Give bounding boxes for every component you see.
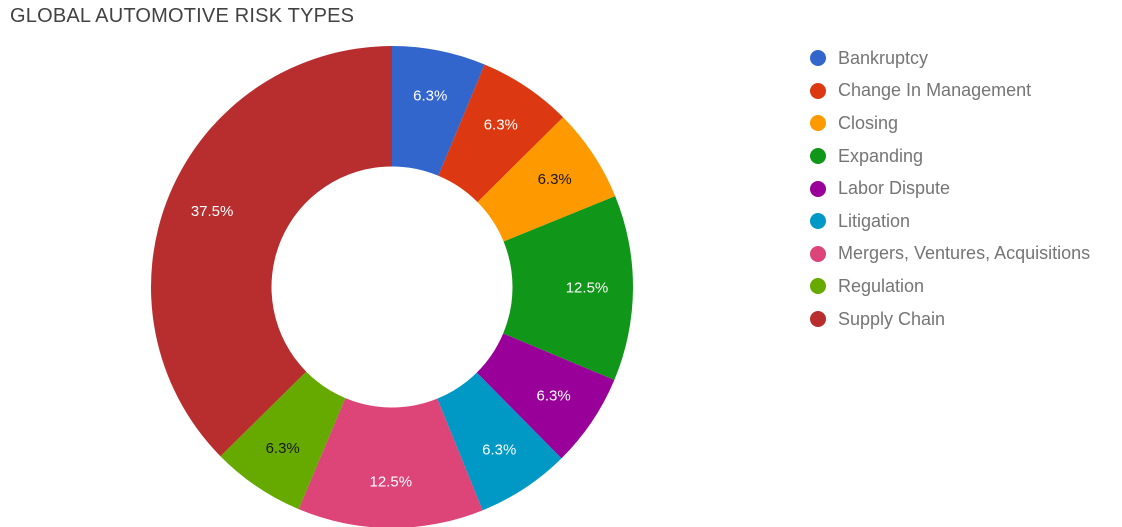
pie-slice-litigation[interactable] [437,372,562,511]
legend-swatch [810,50,826,67]
legend-swatch [810,148,826,165]
legend-item-label: Labor Dispute [838,178,951,199]
legend-item-bankruptcy[interactable]: Bankruptcy [810,42,1090,75]
legend-item-labor-dispute[interactable]: Labor Dispute [810,172,1090,205]
legend-item-label: Mergers, Ventures, Acquisitions [838,243,1091,264]
legend-swatch [810,311,826,328]
pie-slice-labor-dispute[interactable] [476,333,615,459]
legend-item-label: Supply Chain [838,308,946,329]
legend-item-mergers-ventures-acquisitions[interactable]: Mergers, Ventures, Acquisitions [810,238,1090,271]
slice-percent-label: 6.3% [482,441,516,458]
legend-swatch [810,278,826,295]
legend-item-change-in-management[interactable]: Change In Management [810,75,1090,108]
pie-slice-bankruptcy[interactable] [392,46,485,176]
legend-swatch [810,115,826,132]
legend: Bankruptcy Change In Management Closing Exp… [810,42,1090,335]
legend-item-label: Bankruptcy [838,47,929,68]
legend-swatch [810,82,826,99]
legend-item-label: Closing [838,112,899,133]
pie-slice-regulation[interactable] [220,371,346,510]
slice-percent-label: 6.3% [413,87,447,104]
slice-percent-label: 12.5% [566,279,609,296]
legend-swatch [810,213,826,230]
chart-title: GLOBAL AUTOMOTIVE RISK TYPES [10,5,355,27]
legend-item-expanding[interactable]: Expanding [810,140,1090,173]
pie-slice-change-in-management[interactable] [438,64,564,203]
slice-percent-label: 6.3% [538,171,572,188]
pie-slice-mergers-ventures-acquisitions[interactable] [298,398,483,527]
legend-item-label: Expanding [838,145,924,166]
slice-percent-label: 6.3% [266,440,300,457]
legend-swatch [810,245,826,262]
slice-percent-label: 12.5% [370,473,413,490]
pie-slice-expanding[interactable] [503,196,633,381]
legend-item-closing[interactable]: Closing [810,107,1090,140]
slice-percent-label: 37.5% [191,203,234,220]
legend-item-label: Litigation [838,210,911,231]
legend-swatch [810,180,826,197]
legend-item-supply-chain[interactable]: Supply Chain [810,303,1090,336]
pie-slice-supply-chain[interactable] [150,46,392,457]
legend-item-label: Regulation [838,275,925,296]
legend-item-regulation[interactable]: Regulation [810,270,1090,303]
pie-slice-closing[interactable] [477,117,616,242]
legend-item-litigation[interactable]: Litigation [810,205,1090,238]
legend-item-label: Change In Management [838,80,1032,101]
slice-percent-label: 6.3% [484,117,518,134]
slice-percent-label: 6.3% [537,388,571,405]
